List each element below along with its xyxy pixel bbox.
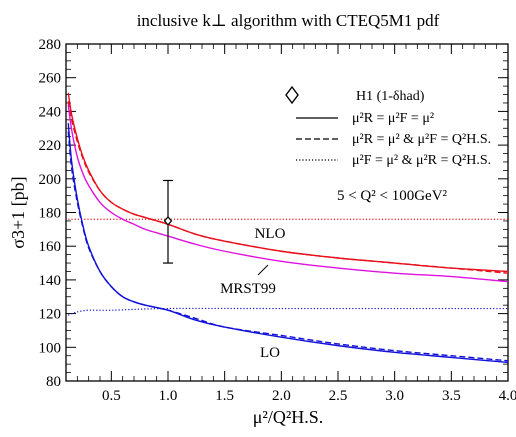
y-tick-label: 140 bbox=[39, 273, 62, 289]
x-tick-label: 0.5 bbox=[102, 388, 121, 404]
x-tick-label: 1.0 bbox=[159, 388, 178, 404]
y-tick-label: 260 bbox=[39, 71, 62, 87]
y-tick-label: 220 bbox=[39, 138, 62, 154]
y-tick-label: 240 bbox=[39, 104, 62, 120]
y-tick-label: 280 bbox=[39, 37, 62, 53]
series-nlo-dashed bbox=[67, 101, 509, 274]
x-axis-label: μ²/Q²H.S. bbox=[253, 407, 323, 427]
nlo-label: NLO bbox=[255, 226, 286, 242]
legend-diamond-icon bbox=[285, 85, 299, 105]
data-point-marker bbox=[163, 216, 173, 226]
q2-range-annotation: 5 < Q² < 100GeV² bbox=[337, 188, 448, 204]
series-nlo-solid bbox=[67, 92, 509, 273]
x-tick-label: 1.5 bbox=[215, 388, 234, 404]
y-tick-label: 160 bbox=[39, 239, 62, 255]
y-tick-label: 100 bbox=[39, 340, 62, 356]
x-tick-label: 2.5 bbox=[329, 388, 348, 404]
mrst-pointer-line bbox=[257, 264, 269, 276]
legend-solid-label: μ²R = μ²F = μ² bbox=[352, 111, 434, 126]
legend-data-label: H1 (1-δhad) bbox=[356, 89, 425, 104]
series-mrst99-solid bbox=[67, 104, 509, 283]
y-tick-label: 180 bbox=[39, 206, 62, 222]
x-tick-label: 3.0 bbox=[385, 388, 404, 404]
x-tick-label: 4.0 bbox=[499, 388, 516, 404]
legend-dashed-label: μ²R = μ² & μ²F = Q²H.S. bbox=[352, 132, 491, 147]
series-lo-dotted bbox=[67, 307, 508, 316]
y-tick-label: 80 bbox=[46, 374, 61, 390]
chart-title: inclusive k⊥ algorithm with CTEQ5M1 pdf bbox=[137, 11, 440, 30]
x-tick-label: 2.0 bbox=[272, 388, 291, 404]
legend-dotted-label: μ²F = μ² & μ²R = Q²H.S. bbox=[352, 153, 491, 168]
y-axis-label: σ3+1 [pb] bbox=[8, 176, 28, 248]
series-lo-dashed bbox=[67, 131, 509, 362]
y-tick-label: 120 bbox=[39, 307, 62, 323]
x-tick-label: 3.5 bbox=[442, 388, 461, 404]
y-tick-label: 200 bbox=[39, 172, 62, 188]
lo-label: LO bbox=[260, 345, 280, 361]
mrst99-label: MRST99 bbox=[220, 281, 276, 297]
